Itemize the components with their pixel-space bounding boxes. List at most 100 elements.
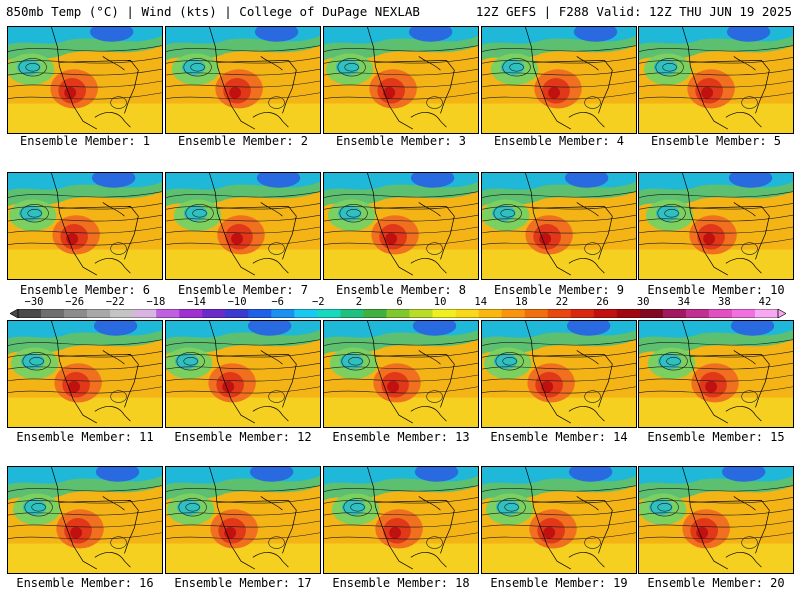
colorbar-tick-label: 6 (396, 296, 403, 308)
colorbar-segment (478, 309, 502, 318)
colorbar-tick-label: 38 (718, 296, 731, 308)
colorbar-segment (524, 309, 548, 318)
ensemble-member-label: Ensemble Member: 8 (335, 283, 467, 297)
colorbar-tick-label: −30 (24, 296, 44, 308)
ensemble-map-panel (165, 26, 321, 134)
ensemble-member-label: Ensemble Member: 18 (332, 576, 470, 590)
run-info: 12Z GEFS | F288 Valid: 12Z THU JUN 19 20… (475, 4, 792, 19)
chart-title: 850mb Temp (°C) | Wind (kts) | College o… (6, 4, 420, 19)
ensemble-member-label: Ensemble Member: 3 (335, 134, 467, 148)
ensemble-member-label: Ensemble Member: 4 (493, 134, 625, 148)
ensemble-map-panel (7, 320, 163, 428)
temperature-map (482, 467, 636, 573)
ensemble-member-label: Ensemble Member: 14 (490, 430, 628, 444)
temperature-map (166, 27, 320, 133)
ensemble-map-panel (638, 172, 794, 280)
colorbar-segment (547, 309, 572, 318)
colorbar-tick-label: −18 (146, 296, 166, 308)
ensemble-map-panel (638, 466, 794, 574)
ensemble-map-panel (481, 320, 637, 428)
temperature-colorbar (10, 309, 786, 318)
ensemble-map-panel (638, 26, 794, 134)
colorbar-segment (202, 309, 226, 318)
colorbar-segment (340, 309, 364, 318)
colorbar-tick-label: −10 (227, 296, 247, 308)
colorbar-segment (18, 309, 42, 318)
colorbar-tick-label: 10 (433, 296, 447, 308)
ensemble-map-panel (165, 466, 321, 574)
ensemble-map-panel (7, 466, 163, 574)
colorbar-segment (41, 309, 65, 318)
temperature-map (639, 27, 793, 133)
colorbar-segment (317, 309, 341, 318)
ensemble-member-label: Ensemble Member: 13 (332, 430, 470, 444)
colorbar-tick-label: 34 (677, 296, 691, 308)
temperature-map (324, 467, 478, 573)
colorbar-tick-label: −6 (271, 296, 284, 308)
temperature-map (8, 27, 162, 133)
temperature-map (482, 173, 636, 279)
colorbar-segment (593, 309, 618, 318)
colorbar-segment (363, 309, 387, 318)
temperature-map (324, 173, 478, 279)
ensemble-map-panel (165, 172, 321, 280)
colorbar-segment (271, 309, 295, 318)
ensemble-map-panel (7, 26, 163, 134)
colorbar-segment (731, 309, 756, 318)
ensemble-member-label: Ensemble Member: 11 (16, 430, 154, 444)
colorbar-segment (455, 309, 479, 318)
temperature-map (166, 467, 320, 573)
ensemble-member-label: Ensemble Member: 5 (650, 134, 782, 148)
ensemble-map-panel (323, 26, 479, 134)
colorbar-segment (662, 309, 687, 318)
colorbar-segment (570, 309, 595, 318)
colorbar-segment (248, 309, 272, 318)
ensemble-member-label: Ensemble Member: 2 (177, 134, 309, 148)
temperature-map (639, 173, 793, 279)
ensemble-member-label: Ensemble Member: 12 (174, 430, 312, 444)
colorbar-tick-label: 2 (355, 296, 363, 308)
colorbar-right-arrow (777, 309, 786, 318)
colorbar-labels: −30 −26 −22 −18 −14 −10 −6 −2 2 6 10 14 18 22 26 30 34 38… (0, 296, 800, 308)
temperature-map (8, 173, 162, 279)
temperature-map (166, 173, 320, 279)
colorbar-tick-label: 18 (515, 296, 528, 308)
colorbar-tick-label: 26 (596, 296, 609, 308)
colorbar-segment (294, 309, 318, 318)
colorbar-segment (639, 309, 664, 318)
colorbar-segment (501, 309, 525, 318)
ensemble-member-label: Ensemble Member: 20 (647, 576, 785, 590)
ensemble-member-label: Ensemble Member: 15 (647, 430, 785, 444)
ensemble-map-panel (323, 466, 479, 574)
ensemble-map-panel (638, 320, 794, 428)
colorbar-segment (754, 309, 779, 318)
ensemble-map-panel (323, 172, 479, 280)
colorbar-segment (616, 309, 641, 318)
colorbar-segment (225, 309, 249, 318)
ensemble-map-panel (7, 172, 163, 280)
colorbar-tick-label: −2 (311, 296, 325, 308)
ensemble-member-label: Ensemble Member: 6 (19, 283, 151, 297)
ensemble-member-label: Ensemble Member: 7 (177, 283, 309, 297)
temperature-map (166, 321, 320, 427)
temperature-map (324, 27, 478, 133)
colorbar-tick-label: −14 (186, 296, 206, 308)
ensemble-map-panel (323, 320, 479, 428)
colorbar-segment (708, 309, 733, 318)
ensemble-map-panel (165, 320, 321, 428)
colorbar-left-arrow (10, 309, 19, 318)
colorbar-tick-label: 14 (474, 296, 488, 308)
temperature-map (324, 321, 478, 427)
colorbar-tick-label: 30 (636, 296, 650, 308)
temperature-map (639, 321, 793, 427)
ensemble-member-label: Ensemble Member: 19 (490, 576, 628, 590)
colorbar-segment (179, 309, 203, 318)
ensemble-map-panel (481, 466, 637, 574)
temperature-map (482, 321, 636, 427)
ensemble-member-label: Ensemble Member: 17 (174, 576, 312, 590)
ensemble-member-label: Ensemble Member: 10 (647, 283, 785, 297)
colorbar-tick-label: 42 (758, 296, 772, 308)
ensemble-member-label: Ensemble Member: 16 (16, 576, 154, 590)
ensemble-map-panel (481, 26, 637, 134)
colorbar-segment (432, 309, 456, 318)
